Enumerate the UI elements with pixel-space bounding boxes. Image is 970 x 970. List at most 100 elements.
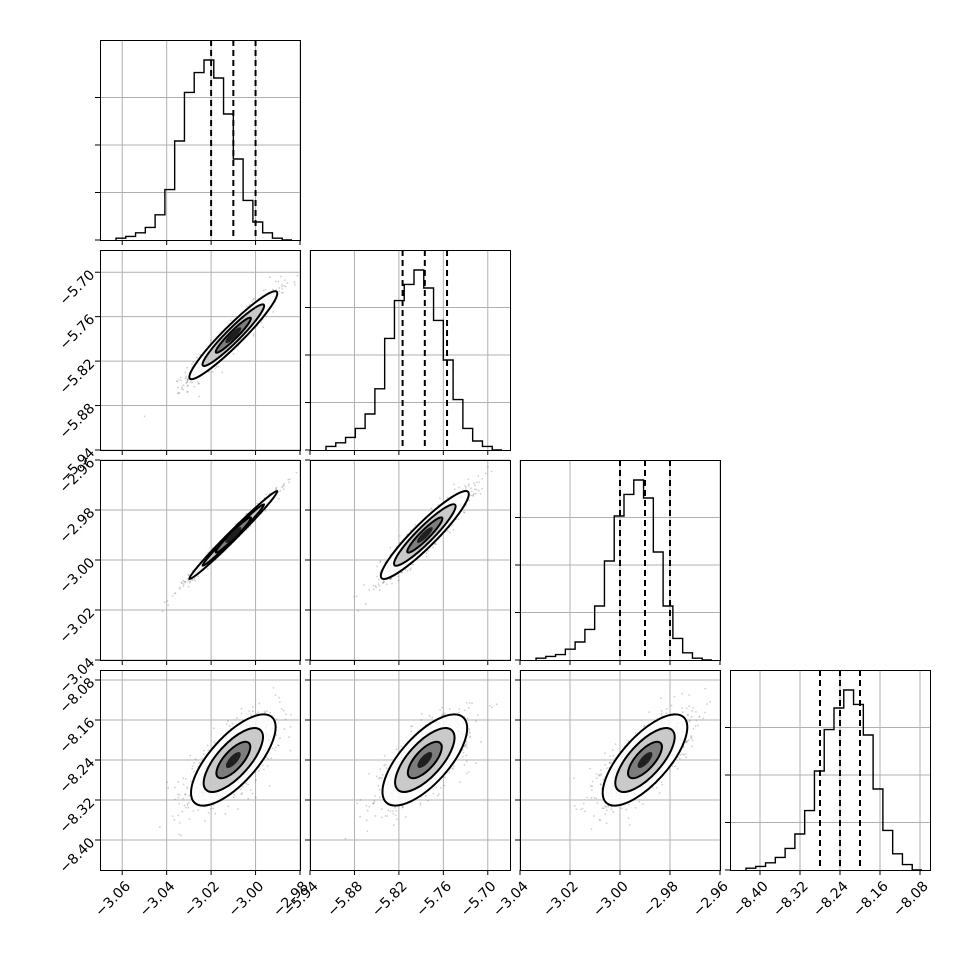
scatter-point — [476, 714, 479, 717]
scatter-point — [419, 802, 422, 805]
scatter-point — [197, 809, 199, 812]
scatter-point — [282, 488, 285, 491]
scatter-point — [190, 363, 193, 366]
scatter-point — [398, 535, 401, 537]
scatter-point — [171, 595, 174, 598]
scatter-point — [463, 511, 466, 514]
scatter-point — [378, 589, 381, 592]
scatter-point — [283, 482, 285, 485]
scatter-point — [376, 565, 378, 568]
scatter-point — [389, 546, 392, 549]
scatter-point — [194, 758, 197, 761]
scatter-point — [425, 552, 428, 554]
scatter-point — [217, 365, 220, 368]
panel-3-2 — [515, 670, 721, 875]
scatter-point — [214, 812, 217, 815]
scatter-point — [166, 600, 169, 602]
scatter-point — [490, 470, 493, 473]
scatter-point — [265, 710, 268, 712]
scatter-point — [427, 549, 430, 552]
scatter-point — [206, 744, 209, 747]
scatter-point — [344, 837, 347, 840]
scatter-point — [274, 749, 276, 752]
scatter-point — [179, 376, 182, 379]
scatter-point — [404, 816, 407, 818]
scatter-point — [377, 784, 380, 787]
scatter-point — [252, 334, 255, 337]
scatter-point — [186, 380, 189, 383]
scatter-point — [394, 806, 396, 809]
scatter-point — [359, 799, 362, 801]
scatter-point — [192, 770, 195, 773]
scatter-point — [474, 488, 476, 491]
scatter-point — [628, 803, 630, 806]
scatter-point — [275, 746, 277, 748]
scatter-point — [420, 719, 423, 721]
scatter-point — [252, 298, 254, 301]
scatter-point — [688, 705, 691, 708]
scatter-point — [227, 805, 230, 808]
scatter-point — [263, 710, 266, 713]
scatter-point — [188, 801, 190, 804]
contour-level-3 — [225, 327, 242, 344]
scatter-point — [251, 792, 254, 795]
scatter-point — [389, 810, 392, 813]
scatter-point — [463, 763, 466, 766]
scatter-point — [251, 706, 254, 708]
scatter-point — [225, 723, 228, 725]
scatter-point — [289, 725, 292, 728]
scatter-point — [372, 588, 375, 591]
scatter-point — [182, 585, 185, 588]
scatter-point — [410, 567, 412, 570]
scatter-point — [281, 283, 283, 286]
scatter-point — [264, 509, 267, 512]
scatter-point — [198, 395, 201, 398]
scatter-point — [249, 789, 252, 791]
scatter-point — [382, 580, 385, 582]
scatter-point — [293, 283, 296, 286]
scatter-point — [252, 332, 255, 335]
scatter-point — [477, 474, 480, 477]
scatter-point — [464, 744, 467, 747]
scatter-point — [436, 794, 439, 797]
scatter-point — [224, 812, 227, 815]
scatter-point — [443, 712, 446, 715]
scatter-point — [462, 751, 465, 754]
scatter-point — [453, 483, 455, 486]
scatter-point — [161, 610, 164, 613]
scatter-point — [250, 714, 253, 717]
scatter-point — [374, 795, 377, 797]
scatter-point — [289, 749, 292, 752]
scatter-point — [432, 792, 435, 795]
scatter-point — [187, 384, 189, 387]
scatter-point — [236, 808, 239, 810]
scatter-point — [660, 709, 663, 712]
scatter-point — [174, 798, 176, 801]
scatter-point — [379, 768, 382, 771]
scatter-point — [196, 356, 198, 359]
scatter-point — [466, 717, 469, 720]
scatter-point — [184, 778, 187, 780]
scatter-point — [479, 492, 482, 495]
scatter-point — [281, 291, 284, 294]
scatter-point — [249, 525, 252, 527]
scatter-point — [378, 788, 381, 791]
scatter-point — [392, 812, 395, 815]
scatter-point — [368, 772, 371, 775]
scatter-point — [158, 826, 161, 829]
scatter-point — [435, 786, 438, 789]
scatter-point — [191, 765, 194, 768]
scatter-point — [281, 485, 284, 487]
scatter-point — [281, 285, 284, 288]
scatter-point — [275, 718, 278, 721]
scatter-point — [163, 601, 166, 604]
scatter-point — [382, 582, 385, 584]
scatter-point — [272, 288, 274, 291]
scatter-point — [206, 567, 209, 570]
scatter-point — [232, 796, 235, 799]
scatter-point — [268, 785, 271, 787]
scatter-point — [186, 379, 189, 381]
scatter-point — [191, 381, 193, 384]
scatter-point — [472, 494, 474, 497]
